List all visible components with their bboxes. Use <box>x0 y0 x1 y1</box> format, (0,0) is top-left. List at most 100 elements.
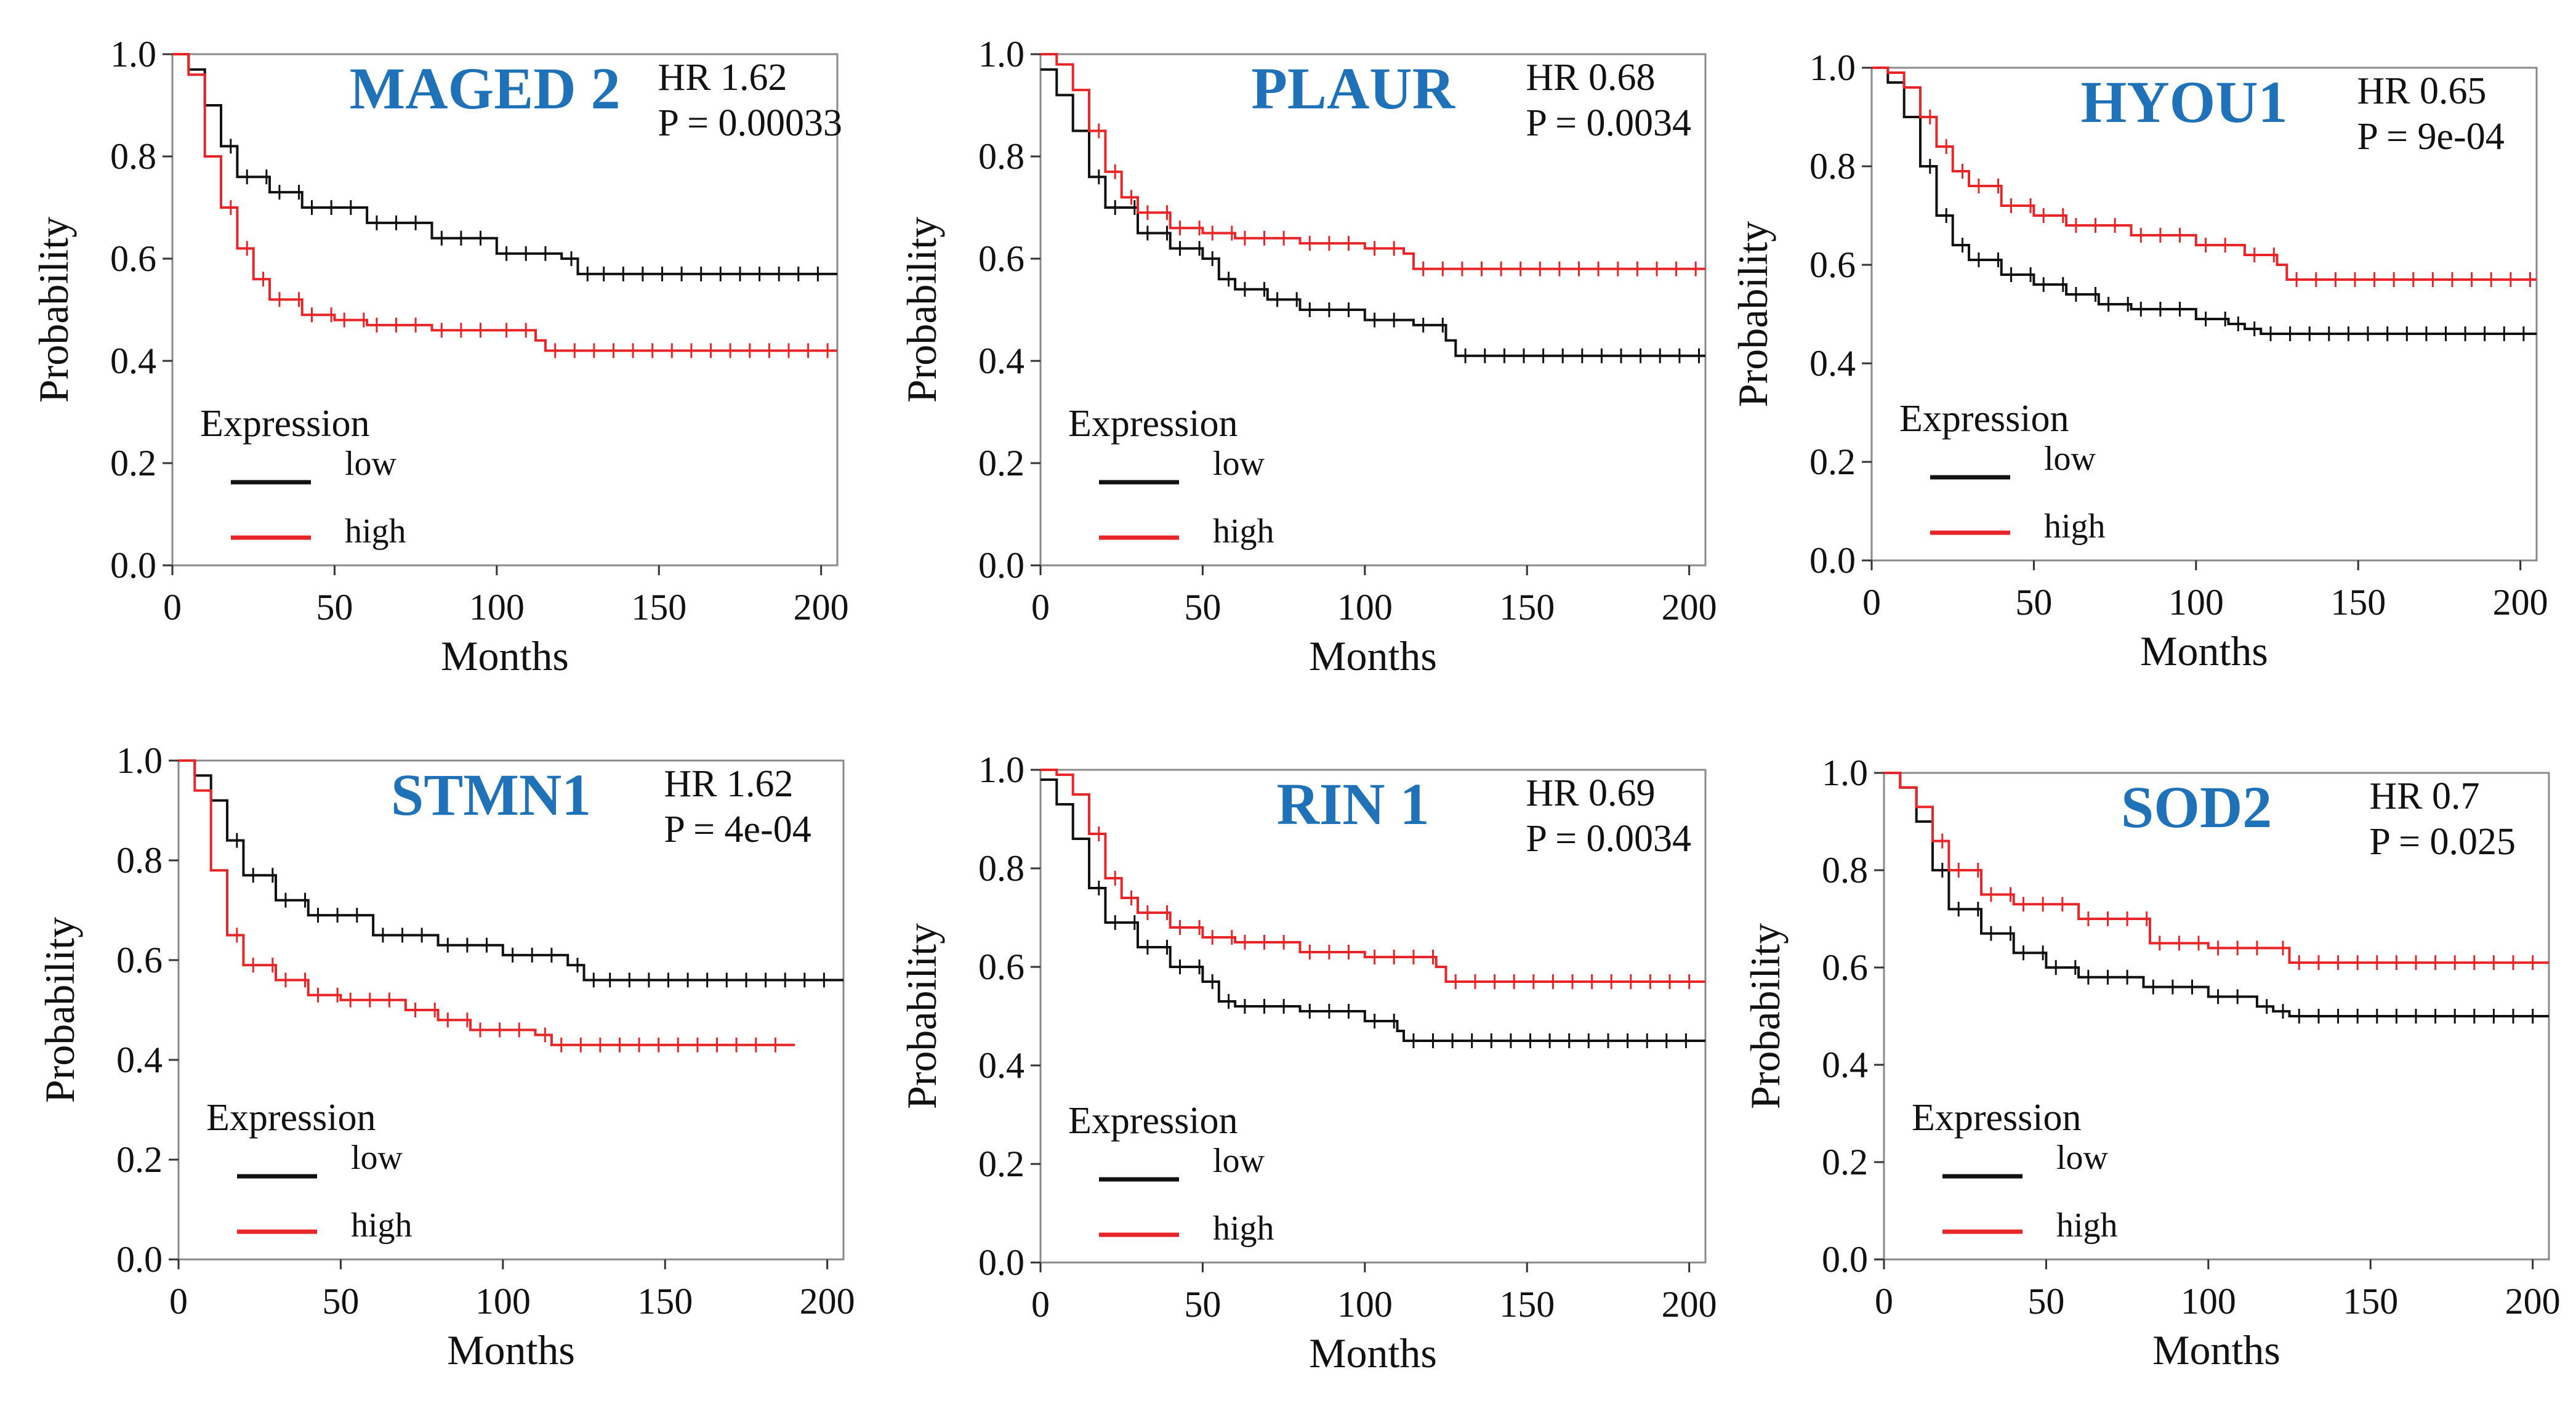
y-axis-title: Probability <box>1742 923 1789 1109</box>
censor-marks-low <box>1941 863 2534 1024</box>
censor-marks-low <box>1098 881 1687 1048</box>
legend-label-high: high <box>2056 1206 2118 1245</box>
censor-marks-low <box>1098 169 1700 363</box>
x-tick-label: 200 <box>794 587 849 628</box>
y-tick-label: 0.8 <box>1809 146 1856 187</box>
y-tick-label: 0.2 <box>978 1144 1024 1184</box>
x-axis-title: Months <box>2152 1327 2280 1373</box>
gene-title: HYOU1 <box>2081 69 2288 135</box>
x-tick-label: 200 <box>1662 587 1717 628</box>
plot-frame <box>1039 769 1707 1264</box>
legend-title: Expression <box>1068 403 1238 445</box>
y-tick-label: 0.8 <box>978 848 1024 889</box>
hazard-ratio: HR 0.7 <box>2369 775 2479 817</box>
y-tick-label: 0.8 <box>978 136 1024 177</box>
y-tick-label: 0.6 <box>978 947 1024 987</box>
plot-frame <box>177 759 845 1261</box>
y-tick-label: 1.0 <box>1822 753 1868 793</box>
x-tick-label: 0 <box>1875 1281 1893 1322</box>
y-axis-title: Probability <box>898 217 945 403</box>
y-tick-label: 0.2 <box>116 1139 163 1180</box>
y-tick-label: 0.0 <box>978 1242 1024 1283</box>
y-tick-label: 0.6 <box>1809 244 1856 285</box>
y-tick-label: 0.4 <box>1822 1044 1868 1085</box>
survival-curve-high <box>172 53 837 352</box>
x-tick-label: 0 <box>1031 1284 1050 1325</box>
legend-label-high: high <box>1213 512 1274 551</box>
y-tick-label: 0.2 <box>110 443 156 483</box>
censor-marks-high <box>1941 833 2534 971</box>
censor-marks-high <box>1929 110 2531 287</box>
legend-label-low: low <box>2056 1139 2109 1177</box>
y-tick-label: 0.4 <box>116 1040 163 1080</box>
hazard-ratio: HR 0.65 <box>2357 70 2486 112</box>
y-tick-label: 0.2 <box>1822 1142 1868 1182</box>
y-tick-label: 0.6 <box>110 238 156 279</box>
legend-label-high: high <box>345 512 406 551</box>
p-value: P = 4e-04 <box>664 809 811 850</box>
km-panel-5: 0.0 0.2 0.4 0.6 0.8 1.0 0 50 100 150 200 Months Prob… <box>898 749 1717 1376</box>
hazard-ratio: HR 0.69 <box>1526 772 1655 814</box>
survival-curve-high <box>1040 53 1705 270</box>
y-tick-label: 0.0 <box>116 1239 163 1280</box>
y-tick-label: 0.8 <box>1822 850 1868 891</box>
km-panel-6: 0.0 0.2 0.4 0.6 0.8 1.0 0 50 100 150 200 Months Prob… <box>1742 753 2561 1373</box>
censor-marks-low <box>230 139 819 281</box>
y-tick-label: 0.2 <box>978 443 1024 483</box>
x-tick-label: 150 <box>2343 1281 2398 1322</box>
legend-label-low: low <box>2044 440 2096 478</box>
x-tick-label: 200 <box>1662 1284 1717 1325</box>
x-tick-label: 0 <box>1031 587 1050 628</box>
y-tick-label: 0.4 <box>978 1045 1024 1086</box>
plot-frame <box>1039 53 1707 567</box>
plot-frame <box>171 53 839 567</box>
y-tick-label: 0.0 <box>978 545 1024 586</box>
x-tick-label: 50 <box>2015 582 2052 623</box>
x-tick-label: 200 <box>2505 1281 2561 1322</box>
x-axis-title: Months <box>447 1327 575 1373</box>
y-tick-label: 0.6 <box>978 238 1024 279</box>
gene-title: RIN 1 <box>1277 771 1430 837</box>
x-tick-label: 200 <box>2493 582 2548 623</box>
legend-label-low: low <box>1213 1142 1265 1180</box>
y-axis-title: Probability <box>36 917 83 1103</box>
km-panel-2: 0.0 0.2 0.4 0.6 0.8 1.0 0 50 100 150 200 Months Prob… <box>898 34 1717 679</box>
x-tick-label: 50 <box>1184 587 1221 628</box>
x-tick-label: 150 <box>637 1281 693 1322</box>
x-axis-title: Months <box>2140 628 2268 674</box>
hazard-ratio: HR 1.62 <box>664 763 793 805</box>
y-tick-label: 0.0 <box>110 545 156 586</box>
y-tick-label: 1.0 <box>116 740 163 781</box>
y-axis-title: Probability <box>30 217 77 403</box>
y-tick-label: 0.2 <box>1809 442 1856 482</box>
p-value: P = 9e-04 <box>2357 116 2504 158</box>
gene-title: SOD2 <box>2121 774 2272 840</box>
legend-title: Expression <box>1068 1100 1238 1142</box>
legend-title: Expression <box>200 403 370 445</box>
survival-curve-low <box>1040 68 1705 357</box>
x-tick-label: 200 <box>800 1281 855 1322</box>
censor-marks-high <box>1098 826 1691 989</box>
y-tick-label: 1.0 <box>978 749 1024 790</box>
x-tick-label: 100 <box>2168 582 2224 623</box>
x-tick-label: 100 <box>469 587 525 628</box>
gene-title: PLAUR <box>1251 55 1455 121</box>
km-panel-3: 0.0 0.2 0.4 0.6 0.8 1.0 0 50 100 150 200 Months Prob… <box>1729 47 2548 674</box>
x-tick-label: 150 <box>1499 1284 1555 1325</box>
y-tick-label: 0.8 <box>116 840 163 881</box>
x-tick-label: 50 <box>322 1281 359 1322</box>
y-tick-label: 1.0 <box>1809 47 1856 88</box>
survival-curve-high <box>179 759 795 1046</box>
y-axis-title: Probability <box>1729 221 1776 407</box>
x-tick-label: 50 <box>316 587 353 628</box>
legend-label-high: high <box>2044 507 2106 546</box>
y-tick-label: 1.0 <box>110 34 156 75</box>
p-value: P = 0.00033 <box>658 102 842 144</box>
survival-curve-low <box>1040 778 1705 1042</box>
x-tick-label: 100 <box>1337 1284 1393 1325</box>
x-tick-label: 150 <box>631 587 686 628</box>
p-value: P = 0.0034 <box>1526 818 1691 860</box>
x-tick-label: 0 <box>1862 582 1881 623</box>
